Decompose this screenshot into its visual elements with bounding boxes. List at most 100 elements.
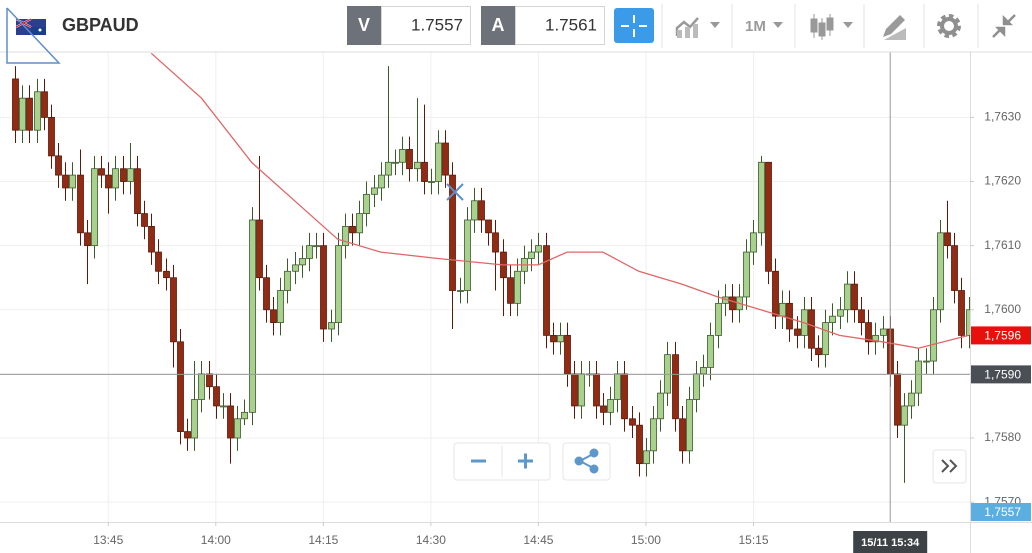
share-button[interactable] (562, 442, 611, 481)
candle-body (944, 232, 951, 247)
candle-body (342, 226, 349, 247)
candle-body (571, 373, 578, 407)
bid-price: 1.7557 (411, 15, 463, 34)
candle-body (693, 373, 700, 400)
y-tick-label: 1,7600 (984, 302, 1021, 316)
compress-button[interactable] (992, 14, 1016, 38)
candle-body (672, 354, 679, 420)
candle-body (421, 161, 428, 182)
ask-box (515, 6, 605, 45)
candle-body (371, 187, 378, 195)
candle-body (184, 431, 191, 439)
trade-marker (446, 183, 464, 201)
candle-body (335, 245, 342, 323)
candle-body (77, 174, 84, 234)
ask-label: A (492, 15, 505, 35)
header: GBPAUD V 1.7557 A 1.7561 1M (0, 0, 1032, 64)
symbol: GBPAUD (62, 15, 139, 35)
candle-body (41, 91, 48, 118)
candle-body (98, 168, 105, 176)
overlay-layer: 1,7596 1,7557 1,7590 15/11 15:34 (0, 52, 1031, 553)
candle-body (198, 373, 205, 400)
crosshair-icon (621, 15, 647, 37)
candle-body (69, 174, 76, 189)
candle-body (349, 226, 356, 234)
candle-body (313, 245, 320, 248)
settings-button[interactable] (937, 14, 961, 38)
candle-body (872, 335, 879, 343)
candle-body (399, 149, 406, 163)
crosshair-y-label: 1,7590 (984, 368, 1021, 382)
candle-body (600, 405, 607, 413)
candle-body (241, 411, 248, 420)
candle-body (12, 78, 19, 131)
indicators-button[interactable] (675, 17, 720, 38)
candle-body (937, 232, 944, 311)
candle-body (629, 418, 636, 426)
candle-body (700, 367, 707, 375)
candle-body (492, 232, 499, 253)
candle-body (915, 360, 922, 394)
scroll-end-button[interactable] (932, 449, 967, 484)
crosshair-x-label: 15/11 15:34 (861, 537, 920, 549)
bid-label: V (358, 15, 370, 35)
candle-body (26, 97, 33, 131)
candle-body (951, 245, 958, 291)
candle-body (457, 290, 464, 292)
candle-body (220, 405, 227, 408)
candle-body (428, 181, 435, 183)
candle-body (829, 315, 836, 323)
price-tag-label: 1,7596 (984, 329, 1021, 343)
candle-body (643, 450, 650, 465)
candle-body (557, 335, 564, 343)
candle-body (485, 219, 492, 234)
bid-box (381, 6, 471, 45)
timeframe[interactable]: 1M (745, 18, 766, 35)
chart-type-button[interactable] (810, 14, 853, 40)
y-tick-label: 1,7580 (984, 430, 1021, 444)
candle-body (707, 335, 714, 368)
ask-button[interactable] (481, 6, 515, 45)
candle-body (679, 418, 686, 452)
draw-button[interactable] (883, 15, 906, 40)
candle-body (657, 392, 664, 420)
candle-body (292, 264, 299, 272)
candle-body (808, 309, 815, 349)
zoom-in-button[interactable] (518, 453, 533, 469)
candle-body (650, 418, 657, 452)
candle-body (19, 97, 26, 131)
corner-triangle (6, 7, 61, 64)
candle-body (593, 373, 600, 407)
bid-button[interactable] (347, 6, 381, 45)
moving-average (150, 52, 969, 349)
candle-body (528, 251, 535, 259)
candle-body (249, 219, 256, 413)
candle-body (772, 270, 779, 317)
candle-body (442, 142, 449, 176)
candle-body (148, 226, 155, 253)
candle-body (299, 258, 306, 266)
crosshair-button[interactable] (614, 8, 654, 43)
candle-body (177, 341, 184, 432)
candle-body (34, 91, 41, 131)
candle-body (550, 335, 557, 343)
x-tick-label: 14:45 (523, 533, 553, 547)
zoom-controls (453, 442, 967, 484)
candle-body (112, 168, 119, 189)
candle-body (837, 309, 844, 317)
x-tick-label: 15:15 (738, 533, 768, 547)
crosshair-y-tag (971, 365, 1031, 384)
candle-body (844, 283, 851, 311)
candle-body (127, 168, 134, 182)
candle-body (449, 174, 456, 291)
candle-body (621, 373, 628, 420)
candle-body (958, 290, 965, 336)
y-tick-label: 1,7610 (984, 238, 1021, 252)
candle-body (908, 392, 915, 407)
candle-body (966, 309, 970, 336)
ask-price: 1.7561 (545, 15, 597, 34)
candle-body (894, 373, 901, 426)
candle-body (923, 360, 930, 363)
candle-body (471, 200, 478, 221)
candle-body (750, 232, 757, 253)
